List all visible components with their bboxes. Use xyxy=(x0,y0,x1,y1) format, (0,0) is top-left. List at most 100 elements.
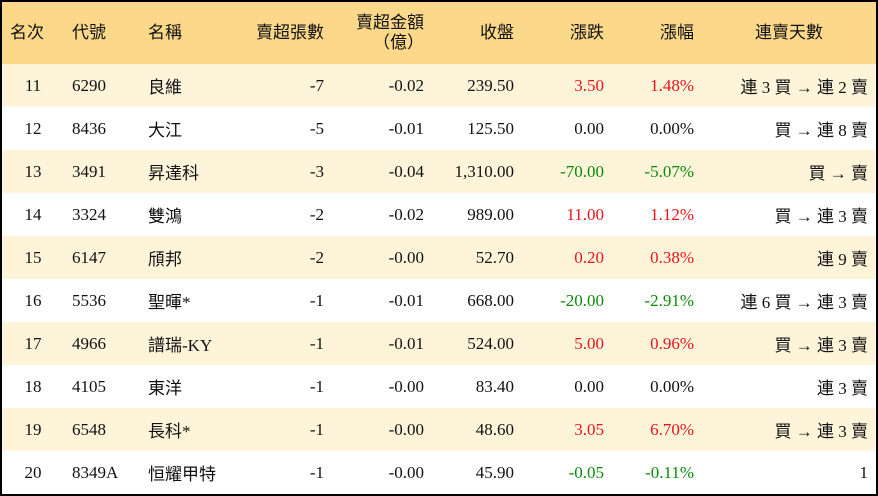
table-cell: 0.00 xyxy=(574,376,604,396)
table-cell: 5.00 xyxy=(522,322,612,365)
header-cell: 賣超張數 xyxy=(236,2,332,64)
table-cell: 48.60 xyxy=(432,408,522,451)
table-cell: 買 → 賣 xyxy=(702,150,876,193)
table-cell: 0.38% xyxy=(612,236,702,279)
table-cell: -0.01 xyxy=(388,118,424,138)
table-cell: -1 xyxy=(236,322,332,365)
table-cell: 989.00 xyxy=(467,204,514,224)
table-cell: -7 xyxy=(236,64,332,107)
table-cell: 125.50 xyxy=(467,118,514,138)
table-cell: 12 xyxy=(24,118,42,138)
table-cell: 6290 xyxy=(64,64,140,107)
table-cell: 3.05 xyxy=(522,408,612,451)
table-cell: 52.70 xyxy=(432,236,522,279)
table-cell: -0.01 xyxy=(388,290,424,310)
table-cell: 連 3 買 → 連 2 賣 xyxy=(702,64,876,107)
table-cell: 239.50 xyxy=(432,64,522,107)
table-cell: -3 xyxy=(236,150,332,193)
table-cell: -0.11% xyxy=(645,462,694,482)
table-cell: -1 xyxy=(309,290,324,310)
table-cell: 東洋 xyxy=(148,379,182,398)
table-cell: -1 xyxy=(236,408,332,451)
table-cell: -0.00 xyxy=(388,462,424,482)
table-cell: 3324 xyxy=(72,204,106,224)
table-cell: 聖暉* xyxy=(148,293,191,312)
header-cell: 名次 xyxy=(2,2,64,64)
table-cell: -0.02 xyxy=(332,64,432,107)
table-cell: 買 → 連 3 賣 xyxy=(774,207,869,226)
table-cell: 3491 xyxy=(64,150,140,193)
table-row: 15 6147 頎邦 -2 -0.00 52.70 0.20 0.38% 連 9 賣 xyxy=(2,236,876,279)
table-cell: 昇達科 xyxy=(140,150,236,193)
table-row: 19 6548 長科* -1 -0.00 48.60 3.05 6.70% 買 → 連 3 賣 xyxy=(2,408,876,451)
table-row: 16 5536 聖暉* -1 -0.01 668.00 -20.00 -2.91% 連 6 買 … xyxy=(2,279,876,322)
table-cell: 15 xyxy=(2,236,64,279)
header-cell: 漲幅 xyxy=(612,2,702,64)
table-cell: -1 xyxy=(309,376,324,396)
table-cell: 8436 xyxy=(72,118,106,138)
header-cell: 漲跌 xyxy=(522,2,612,64)
table-cell: 4966 xyxy=(64,322,140,365)
table-cell: 6548 xyxy=(64,408,140,451)
table-cell: -5 xyxy=(309,118,324,138)
table-cell: 20 xyxy=(24,462,42,482)
table-row: 11 6290 良維 -7 -0.02 239.50 3.50 1.48% 連 3 買 → 連 … xyxy=(2,64,876,107)
table-cell: 524.00 xyxy=(432,322,522,365)
table-cell: -5.07% xyxy=(612,150,702,193)
table-cell: 1.48% xyxy=(612,64,702,107)
table-cell: -0.00 xyxy=(332,236,432,279)
table-cell: -2 xyxy=(236,236,332,279)
table-cell: 0.00 xyxy=(574,118,604,138)
table-cell: 8349A xyxy=(72,462,119,482)
table-cell: -2.91% xyxy=(644,290,694,310)
table-cell: 頎邦 xyxy=(140,236,236,279)
table-cell: 0.00% xyxy=(650,376,694,396)
table-cell: 1 xyxy=(859,462,869,482)
table-row: 17 4966 譜瑞-KY -1 -0.01 524.00 5.00 0.96% 買 → 連 3… xyxy=(2,322,876,365)
table-cell: 6147 xyxy=(64,236,140,279)
table-cell: 11 xyxy=(2,64,64,107)
table-cell: 3.50 xyxy=(522,64,612,107)
header-cell: 連賣天數 xyxy=(702,2,876,64)
table-cell: 1,310.00 xyxy=(432,150,522,193)
header-cell: 賣超金額 （億） xyxy=(332,2,432,64)
table-cell: 11.00 xyxy=(566,204,604,224)
header-row: 名次 代號 名稱 賣超張數 賣超金額 （億） 收盤 漲跌 漲幅 連賣天數 xyxy=(2,2,876,64)
table-cell: 6.70% xyxy=(612,408,702,451)
table-cell: -70.00 xyxy=(522,150,612,193)
table-cell: 16 xyxy=(24,290,42,310)
table-cell: 17 xyxy=(2,322,64,365)
table-cell: 83.40 xyxy=(475,376,514,396)
table-cell: 連 9 賣 xyxy=(702,236,876,279)
table-cell: 19 xyxy=(2,408,64,451)
table-row: 20 8349A 恒耀甲特 -1 -0.00 45.90 -0.05 -0.11% 1 xyxy=(2,451,876,494)
table-cell: 買 → 連 3 賣 xyxy=(702,408,876,451)
table-cell: 良維 xyxy=(140,64,236,107)
table-cell: -0.04 xyxy=(332,150,432,193)
table-cell: 連 6 買 → 連 3 賣 xyxy=(740,293,869,312)
table-cell: -0.02 xyxy=(388,204,424,224)
table-body: 11 6290 良維 -7 -0.02 239.50 3.50 1.48% 連 3 買 → 連 … xyxy=(2,64,876,494)
table-row: 14 3324 雙鴻 -2 -0.02 989.00 11.00 1.12% 買 → 連 3 賣 xyxy=(2,193,876,236)
table-row: 18 4105 東洋 -1 -0.00 83.40 0.00 0.00% 連 3 賣 xyxy=(2,365,876,408)
table-cell: 大江 xyxy=(148,121,182,140)
table-cell: 668.00 xyxy=(467,290,514,310)
table-row: 12 8436 大江 -5 -0.01 125.50 0.00 0.00% 買 → 連 8 賣 xyxy=(2,107,876,150)
table-cell: 4105 xyxy=(72,376,106,396)
header-cell: 名稱 xyxy=(140,2,236,64)
table-cell: 譜瑞-KY xyxy=(140,322,236,365)
table-cell: -0.00 xyxy=(388,376,424,396)
table-cell: -0.01 xyxy=(332,322,432,365)
table-cell: -1 xyxy=(309,462,324,482)
table-cell: 恒耀甲特 xyxy=(148,465,216,484)
table-cell: 0.20 xyxy=(522,236,612,279)
table-cell: 1.12% xyxy=(650,204,694,224)
table-row: 13 3491 昇達科 -3 -0.04 1,310.00 -70.00 -5.07% 買 → … xyxy=(2,150,876,193)
table-cell: 14 xyxy=(24,204,42,224)
table-cell: 45.90 xyxy=(475,462,514,482)
header-cell: 收盤 xyxy=(432,2,522,64)
table-cell: 0.96% xyxy=(612,322,702,365)
table-cell: 買 → 連 8 賣 xyxy=(774,121,869,140)
